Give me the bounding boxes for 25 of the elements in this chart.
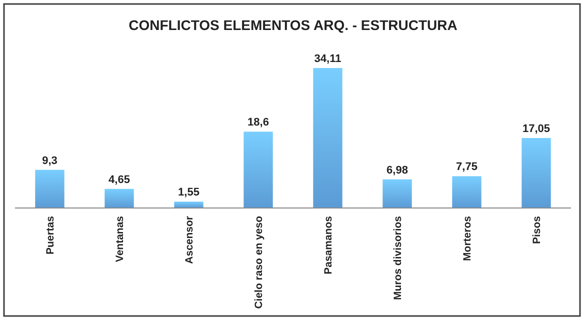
data-label: 7,75: [456, 161, 478, 174]
x-tick-label: Ventanas: [114, 216, 126, 262]
data-label: 18,6: [248, 116, 269, 129]
bar: [244, 132, 273, 208]
x-tick-label: Puertas: [44, 216, 56, 255]
x-tick-label: Morteros: [461, 216, 474, 261]
bar: [452, 176, 482, 208]
data-label: 1,55: [178, 186, 200, 199]
x-tick-label: Muros divisorios: [392, 216, 404, 300]
bar: [174, 202, 204, 208]
data-label: 4,65: [108, 174, 130, 186]
data-label: 17,05: [522, 123, 550, 136]
data-label: 9,3: [42, 154, 58, 167]
data-label: 34,11: [314, 53, 342, 65]
bar: [35, 170, 64, 208]
x-tick-label: Cielo raso en yeso: [252, 216, 265, 309]
chart-title: CONFLICTOS ELEMENTOS ARQ. - ESTRUCTURA: [128, 17, 458, 33]
bar: [382, 179, 412, 208]
bar: [104, 188, 134, 208]
data-label: 6,98: [386, 164, 408, 176]
bar: [522, 138, 551, 208]
x-tick-label: Ascensor: [183, 216, 196, 264]
x-tick-label: Pisos: [530, 216, 543, 244]
bar: [313, 68, 342, 208]
x-tick-label: Pasamanos: [322, 216, 334, 274]
